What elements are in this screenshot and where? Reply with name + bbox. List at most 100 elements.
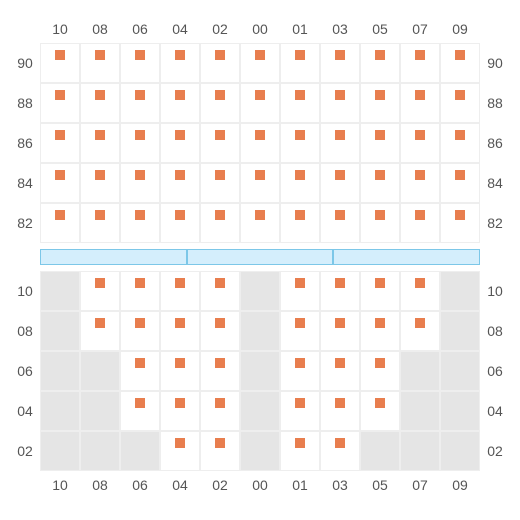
seat-available[interactable] (200, 311, 240, 351)
seat-available[interactable] (360, 203, 400, 243)
seat-available[interactable] (360, 311, 400, 351)
seat-available[interactable] (200, 391, 240, 431)
seat-available[interactable] (200, 203, 240, 243)
seat-available[interactable] (80, 311, 120, 351)
col-label: 02 (200, 471, 240, 499)
seat-available[interactable] (200, 163, 240, 203)
seat-available[interactable] (40, 83, 80, 123)
seat-available[interactable] (440, 203, 480, 243)
seat-available[interactable] (280, 43, 320, 83)
seat-available[interactable] (80, 83, 120, 123)
seat-available[interactable] (40, 43, 80, 83)
seat-available[interactable] (160, 391, 200, 431)
seat-available[interactable] (320, 431, 360, 471)
seat-unavailable (40, 271, 80, 311)
seat-available[interactable] (320, 203, 360, 243)
seat-available[interactable] (320, 271, 360, 311)
seat-available[interactable] (360, 391, 400, 431)
seat-available[interactable] (40, 163, 80, 203)
seat-marker-icon (295, 438, 305, 448)
seat-available[interactable] (120, 163, 160, 203)
seat-available[interactable] (400, 311, 440, 351)
seat-marker-icon (295, 90, 305, 100)
seat-available[interactable] (320, 391, 360, 431)
seat-available[interactable] (280, 83, 320, 123)
seat-available[interactable] (120, 83, 160, 123)
seat-available[interactable] (320, 83, 360, 123)
seat-available[interactable] (280, 123, 320, 163)
seat-available[interactable] (200, 431, 240, 471)
seat-available[interactable] (400, 43, 440, 83)
seat-marker-icon (295, 170, 305, 180)
seat-available[interactable] (200, 271, 240, 311)
seat-available[interactable] (80, 123, 120, 163)
seat-available[interactable] (240, 83, 280, 123)
seat-available[interactable] (160, 351, 200, 391)
seat-marker-icon (335, 278, 345, 288)
seat-marker-icon (175, 90, 185, 100)
seat-available[interactable] (160, 431, 200, 471)
seat-available[interactable] (120, 43, 160, 83)
seat-available[interactable] (320, 163, 360, 203)
seat-available[interactable] (400, 83, 440, 123)
seat-available[interactable] (440, 163, 480, 203)
seat-available[interactable] (120, 203, 160, 243)
seat-marker-icon (175, 398, 185, 408)
seat-available[interactable] (400, 203, 440, 243)
row-label-right: 82 (480, 203, 510, 243)
seat-available[interactable] (200, 351, 240, 391)
seat-available[interactable] (360, 83, 400, 123)
seat-available[interactable] (40, 123, 80, 163)
seat-available[interactable] (280, 311, 320, 351)
seat-available[interactable] (280, 271, 320, 311)
seat-available[interactable] (120, 351, 160, 391)
seat-available[interactable] (280, 431, 320, 471)
seat-available[interactable] (80, 271, 120, 311)
seat-available[interactable] (120, 311, 160, 351)
seat-available[interactable] (400, 123, 440, 163)
seat-available[interactable] (360, 43, 400, 83)
seat-available[interactable] (160, 203, 200, 243)
seat-available[interactable] (320, 123, 360, 163)
seat-available[interactable] (440, 123, 480, 163)
seat-available[interactable] (280, 351, 320, 391)
seat-available[interactable] (240, 203, 280, 243)
seat-available[interactable] (240, 163, 280, 203)
col-label: 04 (160, 471, 200, 499)
seat-available[interactable] (200, 83, 240, 123)
seat-available[interactable] (280, 391, 320, 431)
seat-available[interactable] (160, 163, 200, 203)
seat-available[interactable] (160, 123, 200, 163)
seat-available[interactable] (400, 163, 440, 203)
seat-available[interactable] (400, 271, 440, 311)
seat-marker-icon (335, 398, 345, 408)
seat-available[interactable] (440, 43, 480, 83)
seat-available[interactable] (280, 163, 320, 203)
seat-available[interactable] (320, 43, 360, 83)
seat-available[interactable] (240, 123, 280, 163)
seat-available[interactable] (320, 351, 360, 391)
seat-available[interactable] (160, 271, 200, 311)
seat-available[interactable] (200, 43, 240, 83)
seat-available[interactable] (120, 123, 160, 163)
seat-available[interactable] (80, 43, 120, 83)
seat-available[interactable] (160, 43, 200, 83)
seat-available[interactable] (440, 83, 480, 123)
seat-marker-icon (215, 210, 225, 220)
seat-available[interactable] (80, 203, 120, 243)
seat-available[interactable] (360, 351, 400, 391)
seat-available[interactable] (240, 43, 280, 83)
seat-marker-icon (175, 130, 185, 140)
seat-available[interactable] (280, 203, 320, 243)
seat-available[interactable] (320, 311, 360, 351)
seat-available[interactable] (160, 83, 200, 123)
seat-available[interactable] (80, 163, 120, 203)
seat-available[interactable] (360, 123, 400, 163)
seat-available[interactable] (360, 271, 400, 311)
seat-available[interactable] (40, 203, 80, 243)
seat-available[interactable] (200, 123, 240, 163)
seat-available[interactable] (120, 391, 160, 431)
seat-available[interactable] (360, 163, 400, 203)
seat-available[interactable] (160, 311, 200, 351)
seat-available[interactable] (120, 271, 160, 311)
